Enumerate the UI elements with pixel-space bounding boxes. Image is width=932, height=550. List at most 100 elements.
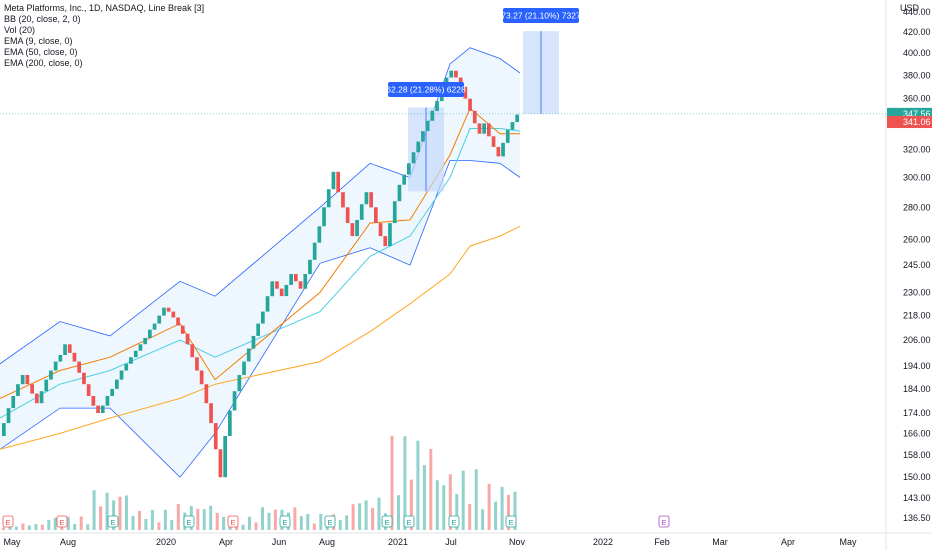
line-break-brick	[482, 123, 486, 134]
legend-ema9: EMA (9, close, 0)	[4, 36, 73, 46]
line-break-brick	[166, 307, 171, 312]
volume-bar	[468, 503, 472, 530]
earnings-marker-label: E	[110, 518, 115, 527]
volume-bar	[416, 440, 420, 530]
line-break-brick	[256, 323, 260, 336]
volume-bar	[364, 500, 368, 530]
volume-bar	[196, 508, 200, 530]
volume-bar	[448, 474, 452, 530]
y-tick-label: 320.00	[903, 145, 931, 155]
volume-bar	[306, 514, 310, 530]
line-break-brick	[345, 207, 350, 223]
line-break-brick	[317, 226, 322, 243]
line-break-brick	[421, 131, 425, 142]
line-break-brick	[331, 171, 336, 190]
y-tick-label: 158.00	[903, 450, 931, 460]
line-break-brick	[336, 171, 340, 193]
currency-label[interactable]: USD	[900, 3, 920, 13]
line-break-brick	[355, 219, 359, 237]
line-break-brick	[294, 274, 298, 282]
earnings-marker	[448, 515, 460, 528]
prev-price-tag: 341.06	[903, 117, 931, 127]
earnings-marker	[279, 515, 291, 528]
volume-bar	[105, 492, 109, 530]
line-break-brick	[261, 311, 265, 324]
line-break-brick	[30, 384, 34, 394]
volume-bar	[455, 494, 459, 530]
line-break-brick	[171, 311, 176, 318]
line-break-brick	[6, 408, 11, 424]
earnings-marker-label: E	[186, 518, 191, 527]
line-break-brick	[425, 120, 430, 131]
volume-bar	[99, 506, 103, 530]
line-break-brick	[350, 223, 355, 237]
earnings-marker-label: E	[451, 518, 456, 527]
volume-bar	[215, 512, 219, 530]
line-break-brick	[72, 352, 77, 362]
line-break-brick	[176, 317, 180, 326]
y-tick-label: 380.00	[903, 70, 931, 80]
volume-bar	[73, 524, 77, 530]
line-break-brick	[383, 236, 388, 247]
bollinger-upper-line	[0, 47, 521, 365]
line-break-brick	[190, 344, 195, 358]
volume-bar	[144, 519, 148, 530]
line-break-brick	[39, 391, 44, 404]
y-tick-label: 194.00	[903, 361, 931, 371]
volume-bar	[248, 516, 251, 530]
earnings-marker	[505, 515, 517, 528]
y-tick-label: 184.00	[903, 384, 931, 394]
volume-bar	[397, 495, 400, 530]
volume-bar	[125, 495, 128, 530]
y-tick-label: 260.00	[903, 234, 931, 244]
line-break-brick	[312, 242, 317, 260]
line-break-brick	[105, 396, 110, 406]
volume-bar	[435, 480, 439, 530]
line-break-brick	[110, 388, 114, 396]
volume-bar	[261, 507, 264, 530]
volume-bar	[299, 516, 303, 530]
y-tick-label: 136.50	[903, 513, 931, 523]
line-break-brick	[35, 393, 39, 404]
line-break-brick	[477, 123, 482, 134]
line-break-brick	[454, 70, 458, 78]
x-tick-label: Feb	[654, 537, 670, 547]
line-break-brick	[359, 204, 364, 220]
x-tick-label: Mar	[712, 537, 728, 547]
volume-bar	[371, 507, 375, 530]
x-tick-label: 2021	[388, 537, 408, 547]
earnings-marker	[227, 515, 239, 528]
volume-bar	[254, 522, 258, 530]
volume-bar	[14, 526, 18, 530]
line-break-brick	[58, 355, 63, 362]
line-break-brick	[246, 348, 251, 362]
line-break-brick	[449, 70, 454, 78]
volume-bar	[481, 509, 485, 530]
ema50-line	[0, 128, 521, 419]
line-break-brick	[232, 391, 237, 411]
earnings-marker-label: E	[59, 518, 64, 527]
earnings-marker-label: E	[384, 518, 389, 527]
line-break-brick	[298, 281, 303, 289]
earnings-marker-label: E	[508, 518, 513, 527]
line-break-brick	[209, 403, 213, 424]
y-tick-label: 218.00	[903, 311, 931, 321]
line-break-brick	[157, 315, 162, 324]
line-break-brick	[435, 101, 439, 111]
line-break-brick	[242, 361, 246, 375]
line-break-brick	[185, 333, 190, 345]
line-break-brick	[237, 375, 242, 392]
line-break-brick	[265, 296, 270, 312]
volume-bar	[319, 513, 323, 530]
line-break-brick	[303, 274, 308, 289]
x-tick-label: May	[3, 537, 21, 547]
line-break-brick	[515, 114, 519, 123]
legend-bb: BB (20, close, 2, 0)	[4, 14, 81, 24]
line-break-brick	[228, 410, 232, 436]
line-break-brick	[53, 361, 58, 371]
volume-bar	[351, 504, 355, 530]
line-break-brick	[162, 307, 166, 316]
earnings-marker	[658, 515, 670, 528]
volume-bar	[2, 527, 5, 530]
